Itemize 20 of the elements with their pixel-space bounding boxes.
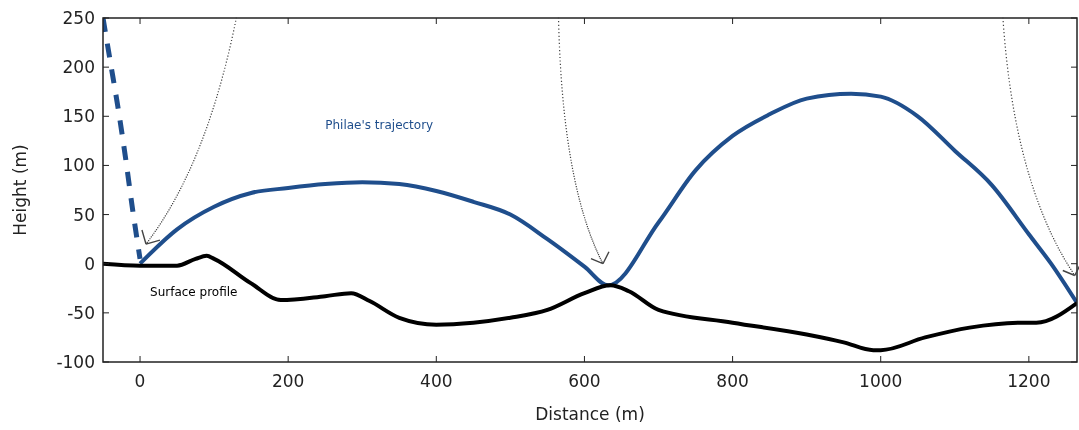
x-tick-label: 200 — [271, 371, 305, 391]
y-tick-label: -50 — [67, 302, 95, 323]
line-series — [103, 253, 1077, 353]
series-label: Surface profile — [150, 284, 238, 299]
y-tick-label: 0 — [84, 253, 95, 274]
y-tick-label: 250 — [62, 7, 95, 28]
y-tick-label: -100 — [56, 351, 95, 372]
y-tick-label: 100 — [62, 155, 95, 176]
x-tick-label: 0 — [134, 371, 146, 391]
x-tick-label: 1000 — [859, 371, 903, 391]
x-tick-label: 1200 — [1007, 371, 1051, 391]
y-axis-title: Height (m) — [10, 144, 30, 236]
x-tick-label: 600 — [568, 371, 601, 391]
text: Philae's trajectory — [325, 118, 434, 133]
x-tick-label: 800 — [716, 371, 749, 391]
x-axis-title: Distance (m) — [535, 404, 645, 424]
x-tick-label: 400 — [420, 371, 453, 391]
y-tick-label: 200 — [62, 57, 95, 78]
y-tick-label: 50 — [73, 204, 95, 225]
y-tick-label: 150 — [62, 106, 95, 127]
